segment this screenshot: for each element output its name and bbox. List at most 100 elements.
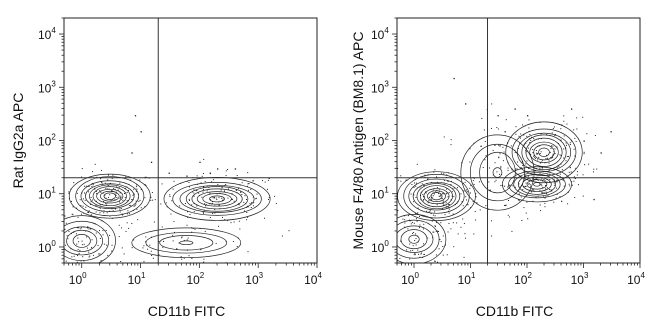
event-dot xyxy=(464,233,466,235)
event-dot xyxy=(443,179,445,181)
event-dot xyxy=(150,196,152,198)
event-dot xyxy=(114,199,116,201)
event-dot xyxy=(247,183,249,185)
event-dot xyxy=(532,152,534,154)
event-dot xyxy=(227,168,229,170)
event-dot xyxy=(173,180,175,182)
event-dot xyxy=(541,185,543,187)
event-dot xyxy=(423,184,425,186)
x-tick-label: 100 xyxy=(69,271,87,287)
event-dot xyxy=(507,161,509,163)
event-dot xyxy=(126,186,128,188)
event-dot xyxy=(281,235,283,237)
event-dot xyxy=(221,216,223,218)
event-dot xyxy=(418,215,420,217)
event-dot xyxy=(531,180,533,182)
population-1 xyxy=(397,214,447,263)
event-dot xyxy=(550,189,552,191)
event-dot xyxy=(252,205,254,207)
contour-line xyxy=(64,215,116,263)
event-dot xyxy=(433,193,435,195)
event-dot xyxy=(485,155,487,157)
event-dot xyxy=(82,198,84,200)
event-dot xyxy=(239,228,241,230)
event-dot xyxy=(47,218,48,219)
event-dot xyxy=(81,240,83,242)
event-dot xyxy=(524,146,526,148)
event-dot xyxy=(538,165,540,167)
event-dot xyxy=(522,124,524,126)
event-dot xyxy=(105,187,107,189)
event-dot xyxy=(438,188,440,190)
contour-group xyxy=(397,121,583,263)
event-dot xyxy=(539,145,541,147)
event-dot xyxy=(219,208,221,210)
event-dot xyxy=(236,245,238,247)
event-dot xyxy=(227,197,229,199)
event-dot xyxy=(535,152,537,154)
event-dot xyxy=(567,191,569,193)
event-dot xyxy=(169,196,171,198)
event-dot xyxy=(268,198,270,200)
event-dot xyxy=(462,218,464,220)
event-dot xyxy=(551,132,553,134)
outlier-dot xyxy=(514,108,516,110)
event-dot xyxy=(154,199,156,201)
event-dot xyxy=(556,179,558,181)
event-dot xyxy=(463,256,465,258)
event-dot xyxy=(570,140,572,142)
event-dot xyxy=(119,208,121,210)
event-dot xyxy=(439,270,440,271)
event-dot xyxy=(102,234,104,236)
event-dot xyxy=(525,212,527,214)
y-tick-label: 100 xyxy=(38,239,56,255)
event-dot xyxy=(415,244,417,246)
event-dot xyxy=(416,220,418,222)
event-dot xyxy=(51,237,52,238)
event-dot xyxy=(435,254,437,256)
event-dot xyxy=(534,173,536,175)
event-dot xyxy=(563,185,565,187)
event-dot xyxy=(65,260,67,262)
event-dot xyxy=(186,180,188,182)
event-dot xyxy=(96,193,98,195)
event-dot xyxy=(474,211,476,213)
event-dot xyxy=(546,134,548,136)
event-dot xyxy=(563,120,565,122)
event-dot xyxy=(529,133,531,135)
event-dot xyxy=(181,236,183,238)
event-dot xyxy=(248,183,250,185)
event-dot xyxy=(203,212,205,214)
event-dot xyxy=(569,142,571,144)
event-dot xyxy=(119,201,121,203)
event-dot xyxy=(121,227,123,229)
event-dot xyxy=(120,265,121,266)
event-dot xyxy=(417,249,419,251)
event-dot xyxy=(72,206,74,208)
event-dot xyxy=(575,167,577,169)
event-dot xyxy=(188,200,190,202)
event-dot xyxy=(247,251,249,253)
event-dot xyxy=(525,142,527,144)
x-tick-label: 102 xyxy=(186,271,204,287)
event-dot xyxy=(430,217,432,219)
event-dot xyxy=(568,183,570,185)
event-dot xyxy=(116,192,118,194)
event-dot xyxy=(415,196,417,198)
event-dot xyxy=(555,197,557,199)
event-dot xyxy=(485,205,487,207)
event-dot xyxy=(448,212,450,214)
event-dot xyxy=(79,199,81,201)
event-dot xyxy=(136,184,138,186)
event-dot xyxy=(146,244,148,246)
y-tick-label: 102 xyxy=(371,133,389,149)
event-dot xyxy=(135,203,137,205)
event-dot xyxy=(99,190,101,192)
event-dot xyxy=(583,151,585,153)
event-dot xyxy=(539,183,541,185)
event-dot xyxy=(152,257,154,259)
event-dot xyxy=(528,168,530,170)
event-dot xyxy=(247,189,249,191)
event-dot xyxy=(593,168,595,170)
outlier-dot xyxy=(453,77,455,80)
